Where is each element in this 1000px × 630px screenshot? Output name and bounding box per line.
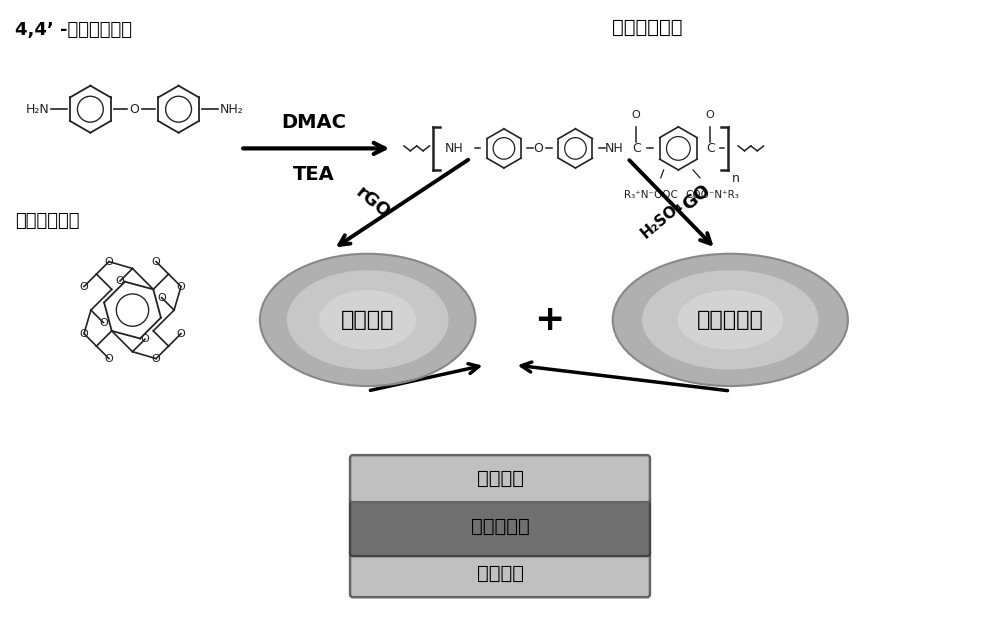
Text: 均苯四甲酸酬: 均苯四甲酸酬 xyxy=(15,212,79,230)
Text: DMAC: DMAC xyxy=(281,113,346,132)
FancyBboxPatch shape xyxy=(350,455,650,502)
Text: O: O xyxy=(116,276,124,286)
Text: O: O xyxy=(632,110,641,120)
Ellipse shape xyxy=(319,290,416,350)
Text: O: O xyxy=(152,353,160,364)
Text: O: O xyxy=(177,329,185,339)
Text: 凝胶电极: 凝胶电极 xyxy=(341,310,394,330)
Text: TEA: TEA xyxy=(293,165,335,184)
Ellipse shape xyxy=(677,290,783,350)
Text: O: O xyxy=(152,256,160,266)
Text: H₂N: H₂N xyxy=(25,103,49,116)
Text: O: O xyxy=(141,334,149,344)
Text: O: O xyxy=(105,353,113,364)
Text: O: O xyxy=(177,282,185,292)
Text: O: O xyxy=(705,110,714,120)
Text: O: O xyxy=(105,256,113,266)
Text: O: O xyxy=(157,292,166,302)
Text: R₃⁺N⁻OOC: R₃⁺N⁻OOC xyxy=(624,190,678,200)
Text: rGO: rGO xyxy=(352,183,393,222)
FancyBboxPatch shape xyxy=(350,496,650,556)
Text: +: + xyxy=(534,303,564,337)
Text: 凝胶电极: 凝胶电极 xyxy=(477,469,524,488)
Text: O: O xyxy=(80,329,88,339)
FancyBboxPatch shape xyxy=(350,550,650,597)
Text: O: O xyxy=(130,103,139,116)
Text: COO⁻N⁺R₃: COO⁻N⁺R₃ xyxy=(686,190,740,200)
Text: O: O xyxy=(533,142,543,155)
Ellipse shape xyxy=(613,254,848,386)
Text: O: O xyxy=(99,318,108,328)
Ellipse shape xyxy=(642,270,818,370)
Text: C: C xyxy=(632,142,641,155)
Text: 4,4’ -二氨基二苯醚: 4,4’ -二氨基二苯醚 xyxy=(15,21,132,39)
Text: NH₂: NH₂ xyxy=(220,103,243,116)
Text: 凝胶电解质: 凝胶电解质 xyxy=(697,310,764,330)
Text: NH: NH xyxy=(445,142,464,155)
Text: 凝胶电极: 凝胶电极 xyxy=(477,564,524,583)
Text: C: C xyxy=(706,142,715,155)
Text: NH: NH xyxy=(605,142,624,155)
Ellipse shape xyxy=(287,270,449,370)
Text: O: O xyxy=(80,282,88,292)
Text: 凝胶电解质: 凝胶电解质 xyxy=(471,517,529,536)
Text: 聚酰胺酸凝胶: 聚酰胺酸凝胶 xyxy=(612,18,682,37)
Text: GO: GO xyxy=(679,181,713,214)
Text: H₂SO₄: H₂SO₄ xyxy=(638,198,686,242)
Ellipse shape xyxy=(260,254,476,386)
Text: n: n xyxy=(732,172,740,185)
